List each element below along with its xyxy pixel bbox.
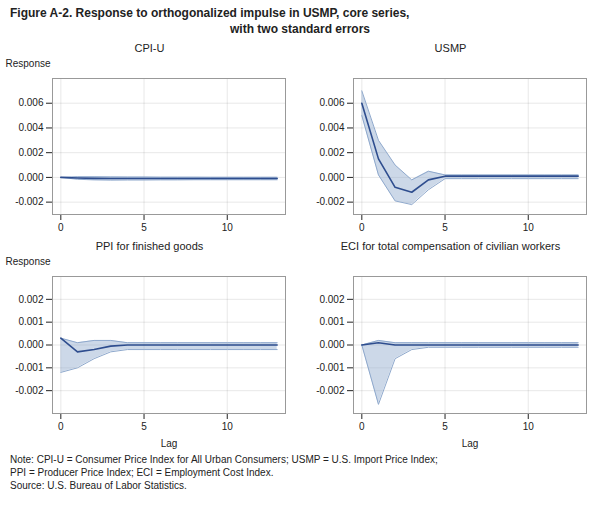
svg-text:0.004: 0.004 — [319, 122, 344, 133]
svg-text:0.000: 0.000 — [319, 339, 344, 350]
svg-text:0.000: 0.000 — [319, 172, 344, 183]
svg-text:0.000: 0.000 — [18, 339, 43, 350]
svg-text:Lag: Lag — [462, 438, 479, 449]
svg-text:0: 0 — [359, 222, 365, 233]
html-text:ECI for total compensation of: ECI for total compensation of civilian w… — [340, 240, 561, 252]
svg-text:5: 5 — [141, 421, 147, 432]
html-text:Note: CPI-U = Consumer Price I: Note: CPI-U = Consumer Price Index for A… — [10, 454, 438, 465]
svg-text:10: 10 — [523, 222, 535, 233]
svg-text:10: 10 — [523, 421, 535, 432]
svg-text:-0.002: -0.002 — [316, 385, 345, 396]
svg-text:5: 5 — [442, 222, 448, 233]
svg-text:5: 5 — [141, 222, 147, 233]
svg-text:-0.002: -0.002 — [316, 196, 345, 207]
svg-text:0.001: 0.001 — [18, 316, 43, 327]
html-text:CPI-U: CPI-U — [134, 42, 165, 54]
svg-text:-0.002: -0.002 — [15, 385, 44, 396]
svg-text:0.002: 0.002 — [18, 147, 43, 158]
html-text:with two standard errors: with two standard errors — [230, 22, 370, 36]
svg-text:Lag: Lag — [161, 438, 178, 449]
html-text:PPI = Producer Price Index; EC: PPI = Producer Price Index; ECI = Employ… — [10, 467, 274, 478]
svg-text:-0.001: -0.001 — [316, 362, 345, 373]
svg-text:0: 0 — [359, 421, 365, 432]
svg-text:10: 10 — [222, 421, 234, 432]
svg-text:Response: Response — [6, 58, 51, 69]
svg-text:0.001: 0.001 — [319, 316, 344, 327]
svg-text:0.006: 0.006 — [319, 97, 344, 108]
svg-text:-0.002: -0.002 — [15, 196, 44, 207]
svg-text:-0.001: -0.001 — [15, 362, 44, 373]
svg-text:Response: Response — [6, 256, 51, 267]
svg-text:0.002: 0.002 — [319, 294, 344, 305]
svg-text:10: 10 — [222, 222, 234, 233]
svg-text:0.002: 0.002 — [18, 294, 43, 305]
html-text:Figure A-2. Response to orthog: Figure A-2. Response to orthogonalized i… — [10, 6, 410, 20]
html-text:USMP: USMP — [434, 42, 467, 54]
svg-text:0.004: 0.004 — [18, 122, 43, 133]
svg-text:0: 0 — [58, 421, 64, 432]
svg-text:5: 5 — [442, 421, 448, 432]
html-text:PPI for finished goods: PPI for finished goods — [95, 240, 204, 252]
html-text:Source: U.S. Bureau of Labor S: Source: U.S. Bureau of Labor Statistics. — [10, 480, 187, 491]
svg-text:0.002: 0.002 — [319, 147, 344, 158]
svg-text:0.006: 0.006 — [18, 97, 43, 108]
svg-text:0.000: 0.000 — [18, 172, 43, 183]
svg-text:0: 0 — [58, 222, 64, 233]
